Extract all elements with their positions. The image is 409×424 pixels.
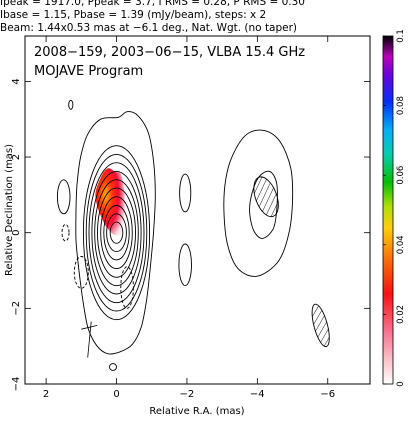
colorbar-tick-label-2: 0.04 [396, 235, 406, 254]
core-contour-0 [109, 221, 124, 244]
x-tick-label-3: −4 [250, 389, 265, 400]
y-axis-label: Relative Declination (mas) [4, 144, 15, 276]
core-contour-1 [106, 213, 127, 253]
y-tick-label-3: 2 [11, 154, 22, 160]
x-tick-label-2: −2 [180, 389, 195, 400]
hatched-region-1 [311, 303, 330, 348]
x-tick-label-1: 0 [113, 389, 119, 400]
y-tick-label-2: 0 [11, 230, 22, 236]
evpa-tick-0 [81, 325, 98, 330]
core-contour-6 [91, 170, 142, 295]
x-tick-label-4: −6 [320, 389, 335, 400]
island-contour-3 [68, 99, 74, 110]
hatched-region-0 [253, 176, 279, 218]
colorbar-tick-label-3: 0.06 [396, 166, 406, 185]
jet-component-inner-contour [249, 170, 278, 239]
island-contour-4 [109, 363, 117, 371]
header-line-2: Ibase = 1.15, Pbase = 1.39 (mJy/beam), s… [0, 9, 267, 21]
core-contour-9 [82, 145, 151, 321]
core-contour-7 [88, 162, 145, 304]
colorbar-tick-label-4: 0.08 [396, 96, 406, 115]
header-line-3: Beam: 1.44x0.53 mas at −6.1 deg., Nat. W… [0, 22, 298, 34]
colorbar-labels: 0 0.02 0.04 0.06 0.08 0.1 [383, 29, 406, 387]
colorbar [382, 35, 394, 385]
plot-content [56, 99, 330, 371]
outer-contour [75, 111, 156, 355]
x-axis-ticks: 2 0 −2 −4 −6 [43, 36, 335, 400]
island-contour-0 [179, 173, 192, 213]
colorbar-tick-label-0: 0 [396, 381, 406, 386]
core-contour-3 [100, 196, 133, 270]
annotation-line-2: MOJAVE Program [34, 64, 143, 79]
island-contour-1 [178, 243, 192, 287]
colorbar-tick-label-1: 0.02 [396, 305, 406, 324]
negative-contour-0 [61, 223, 70, 242]
y-tick-label-4: 4 [11, 78, 22, 84]
island-contour-2 [56, 179, 71, 215]
header-line-1: Ipeak = 1917.0, Ppeak = 3.7, I RMS = 0.2… [0, 0, 305, 8]
jet-component-contour [223, 129, 294, 277]
y-tick-label-1: −2 [11, 301, 22, 316]
negative-contour-2 [120, 266, 134, 309]
evpa-tick-1 [87, 321, 92, 358]
polarized-intensity-patch [95, 168, 125, 236]
x-axis-label: Relative R.A. (mas) [149, 406, 244, 417]
core-contour-5 [94, 179, 139, 287]
core-contour-8 [85, 153, 148, 312]
annotation-line-1: 2008−159, 2003−06−15, VLBA 15.4 GHz [34, 45, 305, 60]
core-contour-4 [97, 187, 136, 278]
core-contour-2 [103, 205, 130, 261]
x-tick-label-0: 2 [43, 389, 49, 400]
plot-frame [24, 35, 371, 385]
y-tick-label-0: −4 [11, 377, 22, 392]
colorbar-tick-label-5: 0.1 [396, 29, 406, 43]
negative-contour-1 [73, 256, 89, 289]
y-axis-ticks: −4 −2 0 2 4 [11, 78, 370, 391]
